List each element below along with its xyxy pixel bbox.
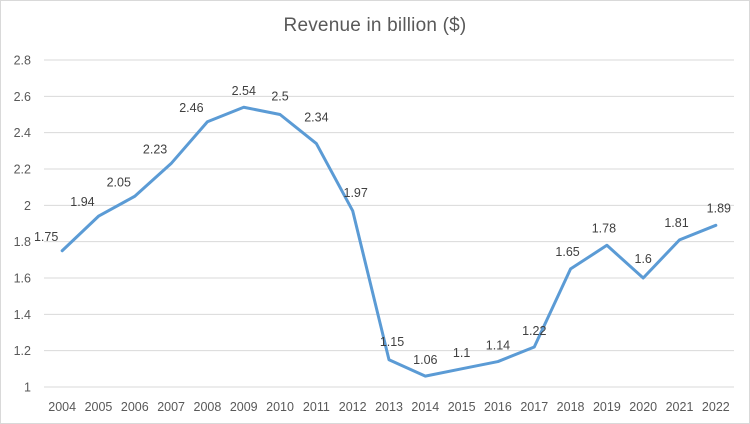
data-label: 1.65 [555, 245, 579, 259]
x-tick-label: 2007 [157, 400, 185, 414]
data-label: 1.78 [592, 221, 616, 235]
data-label: 2.46 [179, 101, 203, 115]
x-tick-label: 2012 [339, 400, 367, 414]
x-tick-label: 2017 [520, 400, 548, 414]
data-label: 1.6 [635, 252, 652, 266]
x-tick-label: 2010 [266, 400, 294, 414]
y-tick-label: 1 [24, 381, 31, 395]
x-tick-label: 2004 [48, 400, 76, 414]
x-tick-label: 2006 [121, 400, 149, 414]
data-label: 1.94 [70, 195, 94, 209]
x-tick-label: 2019 [593, 400, 621, 414]
y-tick-label: 1.6 [14, 272, 31, 286]
x-tick-label: 2013 [375, 400, 403, 414]
data-label: 1.97 [344, 186, 368, 200]
data-label: 1.06 [413, 353, 437, 367]
y-tick-label: 2.4 [14, 126, 31, 140]
y-tick-label: 2.6 [14, 90, 31, 104]
y-tick-label: 2.2 [14, 163, 31, 177]
gridlines [44, 59, 734, 388]
y-tick-label: 1.8 [14, 235, 31, 249]
x-tick-label: 2020 [629, 400, 657, 414]
y-tick-label: 1.2 [14, 344, 31, 358]
data-label: 1.15 [380, 335, 404, 349]
chart-title: Revenue in billion ($) [283, 15, 467, 36]
series-lines [60, 105, 718, 378]
y-tick-label: 2 [24, 199, 31, 213]
data-label: 2.5 [271, 90, 288, 104]
data-label: 2.54 [232, 84, 256, 98]
y-tick-label: 2.8 [14, 54, 31, 68]
data-label: 1.14 [486, 339, 510, 353]
data-label: 1.75 [34, 230, 58, 244]
data-labels: 1.75 1.94 2.05 2.23 2.46 2.54 2.5 2.34 1.97 1.15 1… [34, 84, 731, 367]
x-tick-label: 2009 [230, 400, 258, 414]
x-tick-label: 2005 [85, 400, 113, 414]
data-label: 2.23 [143, 143, 167, 157]
x-tick-label: 2015 [448, 400, 476, 414]
y-tick-label: 1.4 [14, 308, 31, 322]
x-tick-label: 2021 [666, 400, 694, 414]
x-tick-label: 2008 [194, 400, 222, 414]
x-axis-ticks: 2004 2005 2006 2007 2008 2009 2010 2011 2012 2013… [48, 400, 730, 414]
x-tick-label: 2022 [702, 400, 730, 414]
x-tick-label: 2018 [557, 400, 585, 414]
data-label: 2.05 [107, 175, 131, 189]
x-tick-label: 2011 [303, 400, 330, 414]
x-tick-label: 2016 [484, 400, 512, 414]
data-label: 1.81 [664, 216, 688, 230]
data-label: 2.34 [304, 111, 328, 125]
y-axis-ticks: 1 1.2 1.4 1.6 1.8 2 2.2 2.4 2.6 2.8 [14, 54, 31, 395]
data-label: 1.22 [522, 324, 546, 338]
data-label: 1.89 [707, 201, 731, 215]
x-tick-label: 2014 [411, 400, 439, 414]
data-label: 1.1 [453, 346, 470, 360]
